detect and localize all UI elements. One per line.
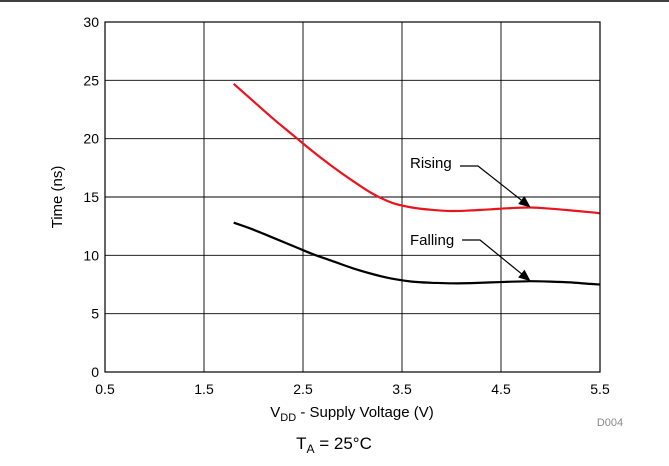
y-tick-label: 20: [83, 131, 99, 147]
caption-main: T: [296, 434, 306, 453]
x-axis-label-rest: - Supply Voltage (V): [296, 404, 434, 421]
tick-labels: 0.5 1.5 2.5 3.5 4.5 5.5 0 5 10 15 20 25 30: [83, 14, 610, 397]
annotation-label-rising: Rising: [410, 155, 452, 172]
x-tick-label: 0.5: [95, 381, 115, 397]
y-tick-label: 25: [83, 72, 99, 88]
annotation-label-falling: Falling: [410, 232, 454, 249]
x-axis-label-sub: DD: [280, 412, 296, 424]
x-tick-label: 5.5: [590, 381, 610, 397]
y-tick-label: 30: [83, 14, 99, 30]
series-line-rising: [232, 82, 601, 215]
annotation-arrowhead: [518, 269, 531, 282]
series-layer: [232, 82, 601, 286]
x-axis-label: VDD - Supply Voltage (V): [270, 404, 433, 424]
caption-rest: = 25°C: [315, 434, 372, 453]
plot-frame: [104, 21, 601, 373]
x-tick-label: 2.5: [293, 381, 313, 397]
x-tick-label: 3.5: [392, 381, 412, 397]
y-tick-label: 0: [91, 364, 99, 380]
annotation-arrowhead: [518, 196, 531, 208]
condition-caption: TA = 25°C: [296, 434, 372, 456]
annotation-leader: [460, 165, 522, 201]
x-axis-label-main: V: [270, 404, 280, 421]
x-tick-label: 1.5: [194, 381, 214, 397]
grid: [104, 21, 601, 373]
y-axis-label: Time (ns): [49, 166, 66, 229]
figure-code: D004: [597, 417, 623, 429]
series-line-falling: [233, 221, 601, 286]
caption-sub: A: [307, 442, 315, 456]
annotation-layer: Rising Falling: [410, 155, 531, 282]
y-tick-label: 10: [83, 247, 99, 263]
x-tick-label: 4.5: [491, 381, 511, 397]
annotation-leader: [462, 239, 522, 275]
y-tick-label: 15: [83, 189, 99, 205]
y-tick-label: 5: [91, 306, 99, 322]
